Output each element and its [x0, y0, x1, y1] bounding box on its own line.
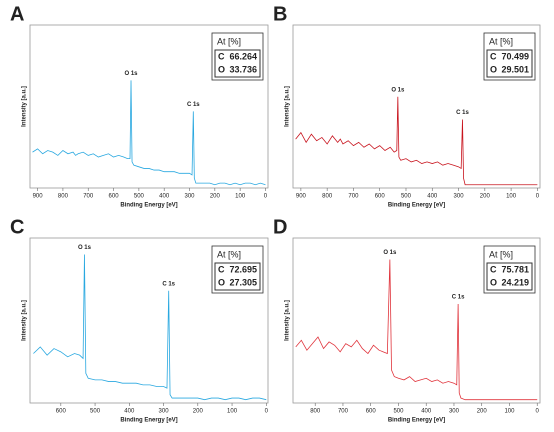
x-tick-label: 200: [210, 194, 221, 200]
x-tick-label: 400: [124, 409, 135, 415]
inset-box: [211, 245, 264, 294]
spectrum-line: [32, 80, 266, 186]
x-axis-label: Binding Energy [eV]: [388, 418, 445, 424]
inset-element: C: [490, 264, 497, 274]
y-axis-label: Intensity [a.u.]: [22, 300, 28, 341]
x-tick-label: 700: [348, 194, 359, 200]
x-tick-label: 0: [264, 194, 268, 200]
plot-frame: [292, 24, 541, 189]
x-axis-label: Binding Energy [eV]: [388, 203, 445, 209]
inset-value: 72.695: [229, 264, 257, 274]
inset-rows-box: [486, 49, 533, 78]
inset-rows-box: [214, 49, 261, 78]
inset-value: 66.264: [229, 51, 257, 61]
x-tick-label: 500: [401, 194, 412, 200]
inset-element: C: [490, 51, 497, 61]
y-axis-label: Intensity [a.u.]: [22, 86, 28, 127]
x-tick-label: 600: [56, 409, 67, 415]
x-tick-label: 300: [449, 409, 460, 415]
plot-frame: [29, 24, 269, 189]
peak-label: O 1s: [383, 250, 397, 256]
inset-element: C: [218, 51, 225, 61]
inset-value: 70.499: [501, 51, 529, 61]
panel-label: D: [273, 216, 287, 238]
inset-element: O: [218, 277, 225, 287]
x-tick-label: 300: [159, 409, 170, 415]
peak-label: C 1s: [452, 295, 465, 301]
plot-frame: [292, 237, 541, 404]
peak-label: C 1s: [162, 281, 175, 287]
inset-box: [211, 32, 264, 81]
x-tick-label: 100: [235, 194, 246, 200]
inset-element: O: [490, 277, 497, 287]
x-tick-label: 500: [90, 409, 101, 415]
x-tick-label: 0: [265, 409, 269, 415]
spectrum-line: [33, 254, 267, 401]
x-tick-label: 0: [536, 409, 540, 415]
x-tick-label: 200: [193, 409, 204, 415]
peak-label: O 1s: [391, 87, 405, 93]
panel-label: B: [273, 3, 287, 25]
peak-label: C 1s: [456, 110, 469, 116]
inset-box: [483, 245, 536, 294]
x-tick-label: 900: [296, 194, 307, 200]
spectrum-line: [295, 259, 538, 401]
x-tick-label: 700: [338, 409, 349, 415]
x-tick-label: 800: [58, 194, 69, 200]
inset-box: [483, 32, 536, 81]
panel: D 800 700 600 500 400 300 200 100 0 Binding Energy…: [273, 216, 541, 424]
x-tick-label: 800: [310, 409, 321, 415]
inset-value: 24.219: [501, 277, 529, 287]
spectrum-line: [295, 96, 538, 186]
x-tick-label: 0: [536, 194, 540, 200]
x-tick-label: 300: [185, 194, 196, 200]
plot-frame: [29, 237, 269, 404]
x-tick-label: 200: [477, 409, 488, 415]
inset-value: 29.501: [501, 64, 529, 74]
panel: B 900 800 700 600 500 400 300 200 100 0 Binding Ene…: [273, 3, 541, 209]
inset-header: At [%]: [489, 36, 513, 46]
inset-header: At [%]: [217, 36, 241, 46]
x-tick-label: 100: [504, 409, 515, 415]
panel: C 600 500 400 300 200 100 0 Binding Energy [eV] I…: [10, 216, 269, 423]
x-tick-label: 600: [109, 194, 120, 200]
inset-element: O: [490, 64, 497, 74]
y-axis-label: Intensity [a.u.]: [285, 86, 291, 127]
x-tick-label: 400: [427, 194, 438, 200]
x-tick-label: 400: [421, 409, 432, 415]
x-tick-label: 600: [375, 194, 386, 200]
inset-value: 27.305: [229, 277, 257, 287]
inset-header: At [%]: [489, 249, 513, 259]
peak-label: C 1s: [187, 102, 200, 108]
inset-rows-box: [486, 262, 533, 291]
x-tick-label: 100: [227, 409, 238, 415]
x-tick-label: 800: [322, 194, 333, 200]
x-tick-label: 400: [159, 194, 170, 200]
x-tick-label: 700: [83, 194, 94, 200]
y-axis-label: Intensity [a.u.]: [285, 300, 291, 341]
x-tick-label: 500: [393, 409, 404, 415]
inset-value: 75.781: [501, 264, 529, 274]
peak-label: O 1s: [125, 71, 139, 77]
inset-element: O: [218, 64, 225, 74]
panel-label: A: [10, 3, 24, 25]
x-axis-label: Binding Energy [eV]: [120, 418, 177, 424]
x-tick-label: 600: [366, 409, 377, 415]
inset-value: 33.736: [229, 64, 257, 74]
x-tick-label: 200: [480, 194, 491, 200]
x-tick-label: 900: [33, 194, 44, 200]
inset-element: C: [218, 264, 225, 274]
x-tick-label: 300: [454, 194, 465, 200]
x-axis-label: Binding Energy [eV]: [120, 203, 177, 209]
peak-label: O 1s: [78, 245, 92, 251]
panel: A 900 800 700 600 500 400 300 200 100 0 Binding Ene…: [10, 3, 269, 209]
inset-rows-box: [214, 262, 261, 291]
x-tick-label: 100: [506, 194, 517, 200]
inset-header: At [%]: [217, 249, 241, 259]
x-tick-label: 500: [134, 194, 145, 200]
panel-label: C: [10, 216, 24, 238]
